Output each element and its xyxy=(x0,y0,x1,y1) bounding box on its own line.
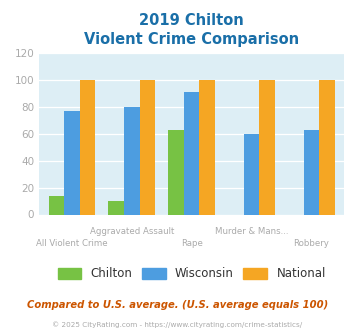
Bar xyxy=(140,80,155,214)
Bar xyxy=(184,92,200,214)
Title: 2019 Chilton
Violent Crime Comparison: 2019 Chilton Violent Crime Comparison xyxy=(84,13,299,48)
Text: Compared to U.S. average. (U.S. average equals 100): Compared to U.S. average. (U.S. average … xyxy=(27,300,328,310)
Bar xyxy=(124,107,140,214)
Bar xyxy=(200,80,215,214)
Text: Murder & Mans...: Murder & Mans... xyxy=(215,227,288,236)
Text: Robbery: Robbery xyxy=(294,239,329,248)
Text: © 2025 CityRating.com - https://www.cityrating.com/crime-statistics/: © 2025 CityRating.com - https://www.city… xyxy=(53,322,302,328)
Bar xyxy=(80,80,95,214)
Text: All Violent Crime: All Violent Crime xyxy=(36,239,108,248)
Bar xyxy=(319,80,335,214)
Bar xyxy=(168,130,184,214)
Bar xyxy=(244,134,260,214)
Text: Rape: Rape xyxy=(181,239,203,248)
Bar xyxy=(49,196,64,214)
Text: Aggravated Assault: Aggravated Assault xyxy=(90,227,174,236)
Legend: Chilton, Wisconsin, National: Chilton, Wisconsin, National xyxy=(58,267,326,280)
Bar xyxy=(64,111,80,214)
Bar xyxy=(109,201,124,214)
Bar xyxy=(260,80,275,214)
Bar xyxy=(304,130,319,214)
